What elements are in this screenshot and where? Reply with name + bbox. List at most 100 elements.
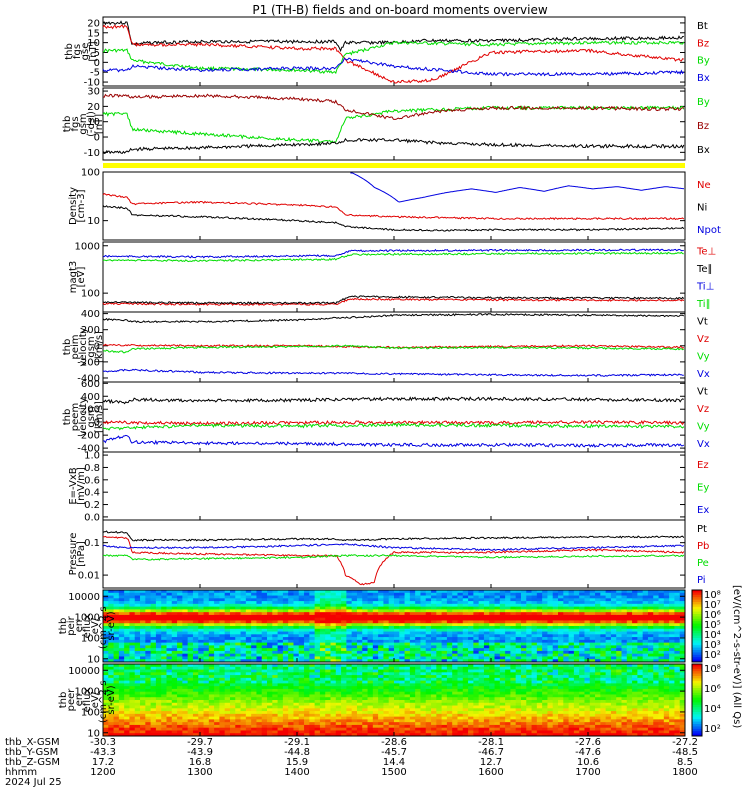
spectrogram-cell — [103, 730, 109, 734]
spectrogram-cell — [103, 648, 109, 652]
spectrogram-cell — [431, 612, 437, 616]
spectrogram-cell — [325, 680, 331, 684]
spectrogram-cell — [489, 626, 495, 630]
spectrogram-cell — [436, 603, 443, 608]
spectrogram-cell — [245, 637, 252, 641]
spectrogram-cell — [425, 697, 432, 701]
spectrogram-cell — [124, 702, 130, 706]
spectrogram-cell — [425, 691, 432, 695]
spectrogram-cell — [171, 642, 178, 646]
spectrogram-cell — [378, 634, 384, 638]
spectrogram-cell — [563, 642, 569, 646]
spectrogram-cell — [452, 697, 458, 701]
spectrogram-cell — [431, 733, 437, 737]
spectrogram-cell — [520, 656, 527, 660]
spectrogram-cell — [304, 659, 310, 663]
spectrogram-cell — [198, 642, 204, 646]
spectrogram-cell — [319, 590, 326, 594]
spectrogram-cell — [468, 650, 474, 655]
spectrogram-cell — [341, 639, 347, 644]
spectrogram-cell — [319, 724, 326, 729]
spectrogram-cell — [256, 719, 263, 723]
spectrogram-cell — [346, 659, 353, 663]
spectrogram-cell — [356, 628, 363, 632]
spectrogram-cell — [288, 727, 294, 731]
spectrogram-cell — [192, 680, 199, 684]
spectrogram-cell — [267, 598, 273, 602]
spectrogram-cell — [404, 628, 411, 632]
y-tick-label: -10 — [84, 148, 100, 159]
spectrogram-cell — [224, 694, 231, 698]
spectrogram-cell — [457, 590, 464, 594]
spectrogram-cell — [113, 688, 120, 693]
spectrogram-cell — [224, 727, 231, 731]
spectrogram-cell — [140, 724, 146, 729]
spectrogram-cell — [351, 711, 358, 715]
spectrogram-cell — [118, 708, 125, 712]
spectrogram-cell — [325, 631, 331, 635]
spectrogram-cell — [235, 666, 241, 670]
spectrogram-cell — [155, 628, 162, 632]
spectrogram-cell — [431, 688, 437, 693]
spectrogram-cell — [240, 683, 247, 687]
spectrogram-cell — [251, 645, 257, 649]
spectrogram-cell — [663, 648, 670, 652]
spectrogram-cell — [229, 637, 236, 641]
spectrogram-cell — [462, 595, 469, 599]
spectrogram-cell — [425, 639, 432, 644]
spectrogram-cell — [399, 653, 405, 657]
spectrogram-cell — [372, 664, 379, 668]
spectrogram-cell — [520, 648, 527, 652]
spectrogram-cell — [478, 609, 485, 613]
spectrogram-cell — [171, 666, 178, 670]
spectrogram-cell — [155, 620, 162, 624]
spectrogram-cell — [113, 675, 120, 679]
spectrogram-cell — [394, 650, 400, 655]
spectrogram-cell — [129, 708, 136, 712]
spectrogram-cell — [441, 601, 448, 605]
spectrogram-cell — [166, 683, 173, 687]
spectrogram-cell — [483, 590, 490, 594]
spectrogram-cell — [579, 653, 585, 657]
spectrogram-cell — [436, 620, 443, 624]
spectrogram-cell — [214, 609, 220, 613]
spectrogram-cell — [140, 694, 146, 698]
spectrogram-cell — [155, 626, 162, 630]
spectrogram-cell — [277, 694, 284, 698]
spectrogram-cell — [394, 708, 400, 712]
spectrogram-cell — [394, 688, 400, 693]
spectrogram-cell — [473, 659, 480, 663]
spectrogram-cell — [584, 653, 591, 657]
spectrogram-cell — [341, 653, 347, 657]
spectrogram-cell — [446, 711, 453, 715]
spectrogram-cell — [330, 603, 337, 608]
spectrogram-cell — [637, 645, 644, 649]
spectrogram-cell — [267, 680, 273, 684]
spectrogram-cell — [277, 628, 284, 632]
spectrogram-cell — [441, 598, 448, 602]
series-line-Vy — [102, 422, 685, 431]
spectrogram-cell — [663, 592, 670, 596]
spectrogram-cell — [441, 659, 448, 663]
spectrogram-cell — [388, 659, 395, 663]
spectrogram-cell — [224, 598, 231, 602]
spectrogram-cell — [351, 716, 358, 720]
spectrogram-cell — [510, 659, 517, 663]
spectrogram-cell — [288, 691, 294, 695]
spectrogram-cell — [457, 722, 464, 726]
spectrogram-cell — [510, 592, 517, 596]
spectrogram-cell — [261, 603, 268, 608]
spectrogram-cell — [531, 639, 538, 644]
spectrogram-cell — [187, 659, 194, 663]
spectrogram-cell — [573, 606, 580, 610]
spectrogram-cell — [468, 705, 474, 709]
spectrogram-cell — [304, 628, 310, 632]
spectrogram-cell — [542, 595, 548, 599]
spectrogram-cell — [108, 722, 114, 726]
spectrogram-cell — [214, 590, 220, 594]
spectrogram-cell — [309, 675, 316, 679]
spectrogram-cell — [103, 623, 109, 627]
spectrogram-cell — [404, 653, 411, 657]
spectrogram-cell — [182, 626, 189, 630]
spectrogram-cell — [208, 634, 215, 638]
